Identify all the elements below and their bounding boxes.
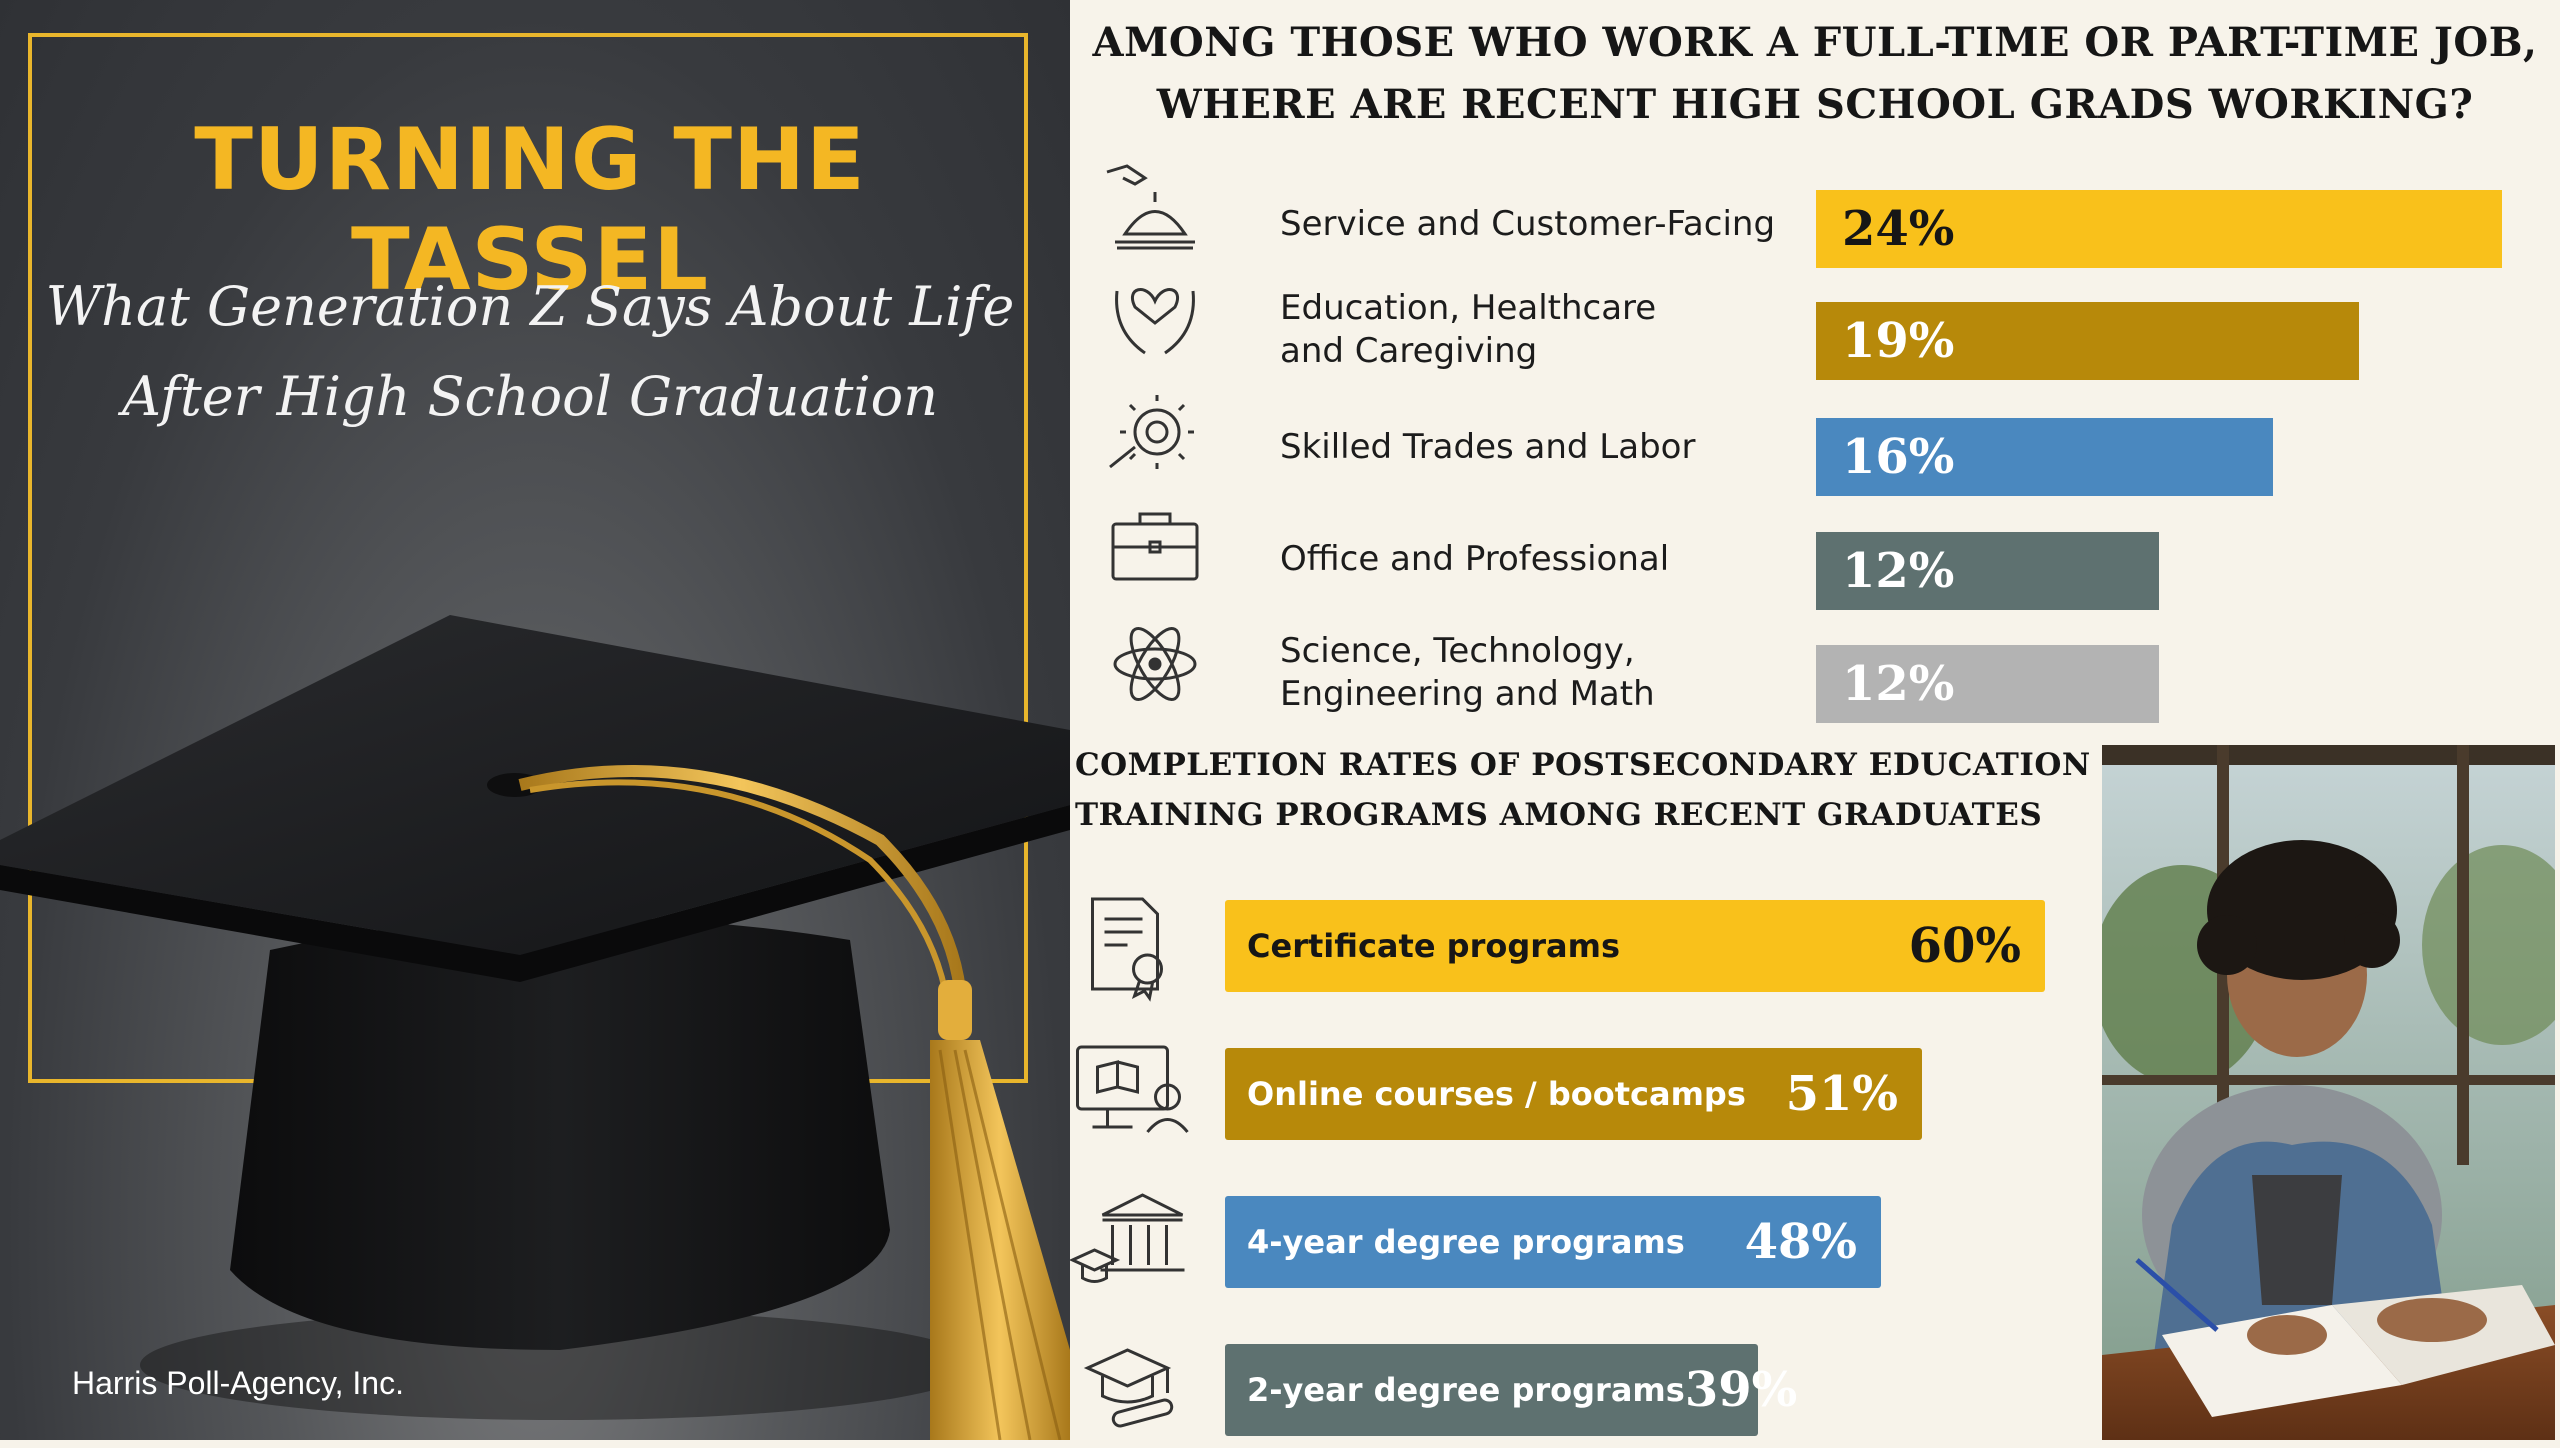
completion-row: 2-year degree programs 39%: [1070, 1344, 2100, 1436]
completion-row: Certificate programs 60%: [1070, 897, 2100, 1002]
title-panel: TURNING THE TASSEL What Generation Z Say…: [0, 0, 1070, 1440]
job-sector-label-line-1: Skilled Trades and Labor: [1280, 427, 1696, 467]
job-sector-value: 19%: [1842, 313, 1955, 369]
job-sector-row: Education, Healthcare and Caregiving 19%: [1105, 277, 2545, 387]
completion-value: 48%: [1744, 1214, 1857, 1270]
job-chart-title-line-2: WHERE ARE RECENT HIGH SCHOOL GRADS WORKI…: [1156, 81, 2474, 128]
completion-value: 60%: [1908, 918, 2021, 974]
job-sector-bar: 16%: [1816, 418, 2273, 496]
job-sector-bar: 12%: [1816, 645, 2159, 723]
job-sector-label: Service and Customer-Facing: [1280, 203, 1775, 246]
heart-hands-icon: [1115, 288, 1195, 355]
online-course-icon: [1076, 1045, 1189, 1133]
job-sector-label-line-2: and Caregiving: [1280, 331, 1538, 371]
job-chart-title: AMONG THOSE WHO WORK A FULL-TIME OR PART…: [1085, 12, 2545, 136]
subtitle-line-2: After High School Graduation: [122, 365, 938, 428]
page-subtitle: What Generation Z Says About Life After …: [0, 262, 1060, 442]
completion-bar: 4-year degree programs 48%: [1225, 1196, 1881, 1288]
completion-row: 4-year degree programs 48%: [1070, 1193, 2100, 1288]
job-sector-value: 24%: [1842, 201, 1955, 257]
page-title: TURNING THE TASSEL: [194, 110, 866, 310]
job-sector-value: 12%: [1842, 543, 1955, 599]
atom-icon: [1113, 627, 1197, 701]
gear-wrench-icon: [1109, 395, 1194, 469]
graduation-cap-diploma-icon: [1083, 1348, 1174, 1428]
university-icon: [1070, 1193, 1185, 1283]
job-sector-value: 16%: [1842, 429, 1955, 485]
job-sector-label-line-1: Office and Professional: [1280, 539, 1670, 579]
completion-bar: Certificate programs 60%: [1225, 900, 2045, 992]
completion-chart-title-line-2: TRAINING PROGRAMS AMONG RECENT GRADUATES: [1075, 797, 2043, 833]
completion-value: 39%: [1684, 1362, 1798, 1418]
job-sector-label-line-1: Education, Healthcare: [1280, 288, 1657, 328]
job-sector-bar: 24%: [1816, 190, 2502, 268]
completion-label: 2-year degree programs: [1247, 1371, 1685, 1409]
job-chart-title-line-1: AMONG THOSE WHO WORK A FULL-TIME OR PART…: [1092, 19, 2538, 66]
completion-row: Online courses / bootcamps 51%: [1070, 1045, 2100, 1140]
graduation-cap-image: [0, 615, 1070, 1440]
job-sector-label: Science, Technology, Engineering and Math: [1280, 630, 1655, 716]
job-sector-row: Skilled Trades and Labor 16%: [1105, 393, 2545, 503]
completion-bar: 2-year degree programs 39%: [1225, 1344, 1797, 1436]
student-studying-photo: [2102, 745, 2555, 1440]
subtitle-line-1: What Generation Z Says About Life: [45, 275, 1015, 338]
completion-bar: Online courses / bootcamps 51%: [1225, 1048, 1922, 1140]
service-bell-icon: [1106, 164, 1195, 250]
job-sector-label: Office and Professional: [1280, 538, 1669, 581]
job-sector-row: Service and Customer-Facing 24%: [1105, 164, 2545, 280]
job-sector-row: Science, Technology, Engineering and Math…: [1105, 620, 2545, 730]
completion-label: 4-year degree programs: [1247, 1223, 1685, 1261]
source-credit: Harris Poll-Agency, Inc.: [72, 1365, 404, 1401]
job-sector-value: 12%: [1842, 656, 1955, 712]
completion-chart-title: COMPLETION RATES OF POSTSECONDARY EDUCAT…: [1075, 740, 2114, 840]
completion-value: 51%: [1785, 1066, 1898, 1122]
job-sector-label-line-1: Science, Technology,: [1280, 631, 1635, 671]
completion-label: Online courses / bootcamps: [1247, 1075, 1746, 1113]
job-sector-bar: 12%: [1816, 532, 2159, 610]
job-sector-row: Office and Professional 12%: [1105, 505, 2545, 615]
certificate-icon: [1091, 897, 1163, 1002]
job-sector-label-line-2: Engineering and Math: [1280, 674, 1655, 714]
completion-chart-title-line-1: COMPLETION RATES OF POSTSECONDARY EDUCAT…: [1075, 747, 2114, 783]
completion-label: Certificate programs: [1247, 927, 1620, 965]
job-sector-label: Education, Healthcare and Caregiving: [1280, 287, 1656, 373]
job-sector-bar: 19%: [1816, 302, 2359, 380]
job-sector-label: Skilled Trades and Labor: [1280, 426, 1695, 469]
job-sector-label-line-1: Service and Customer-Facing: [1280, 204, 1776, 244]
briefcase-icon: [1111, 512, 1199, 581]
